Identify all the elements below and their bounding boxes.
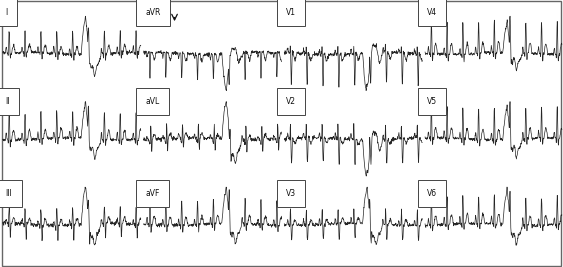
Text: II: II: [6, 97, 10, 106]
Text: V3: V3: [286, 189, 296, 198]
Text: V4: V4: [427, 7, 437, 17]
Text: I: I: [6, 7, 8, 17]
Text: aVF: aVF: [145, 189, 160, 198]
Text: V1: V1: [286, 7, 296, 17]
Text: aVR: aVR: [145, 7, 160, 17]
Text: V2: V2: [286, 97, 296, 106]
Text: III: III: [6, 189, 12, 198]
Text: V6: V6: [427, 189, 437, 198]
Text: V5: V5: [427, 97, 437, 106]
Text: aVL: aVL: [145, 97, 159, 106]
